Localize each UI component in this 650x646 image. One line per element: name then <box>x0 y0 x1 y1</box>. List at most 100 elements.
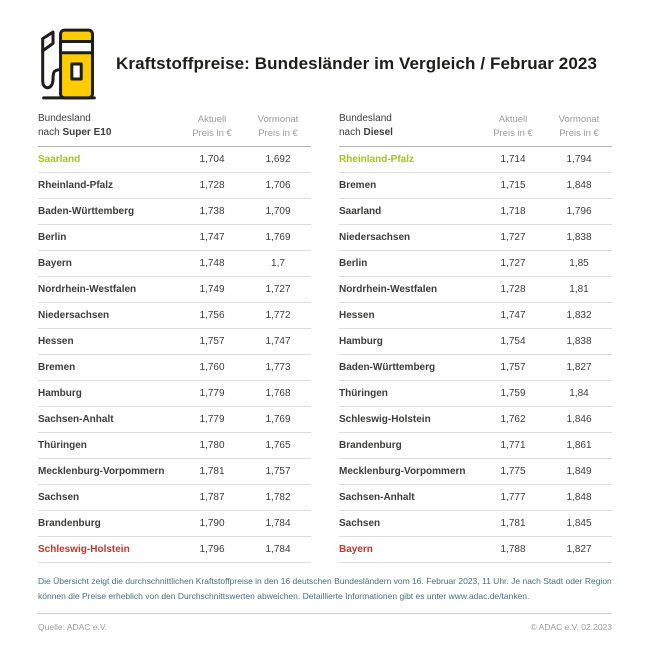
state-header-prefix: nach <box>339 127 364 138</box>
table-row: Brandenburg 1,790 1,784 <box>38 511 311 537</box>
previous-price: 1,769 <box>265 414 291 425</box>
table-row: Bremen 1,715 1,848 <box>339 173 612 199</box>
previous-price: 1,832 <box>566 310 592 321</box>
current-price: 1,727 <box>500 232 526 243</box>
current-price: 1,754 <box>500 336 526 347</box>
current-price: 1,749 <box>199 284 225 295</box>
state-name: Schleswig-Holstein <box>339 414 431 425</box>
previous-price: 1,849 <box>566 466 592 477</box>
previous-header-line1: Vormonat <box>558 114 600 126</box>
current-price: 1,779 <box>199 414 225 425</box>
table-row: Rheinland-Pfalz 1,714 1,794 <box>339 147 612 173</box>
state-name: Saarland <box>38 154 81 165</box>
pump-nozzle <box>41 30 55 53</box>
state-name: Berlin <box>38 232 67 243</box>
current-price: 1,796 <box>199 544 225 555</box>
previous-price: 1,765 <box>265 440 291 451</box>
state-name: Saarland <box>339 206 382 217</box>
table-row: Bayern 1,748 1,7 <box>38 251 311 277</box>
current-price: 1,790 <box>199 518 225 529</box>
current-price: 1,779 <box>199 388 225 399</box>
footer: Quelle: ADAC e.V. © ADAC e.V. 02.2023 <box>38 614 612 632</box>
column-header-previous: Vormonat Preis in € <box>245 113 311 140</box>
state-name: Baden-Württemberg <box>38 206 135 217</box>
state-name: Nordrhein-Westfalen <box>339 284 438 295</box>
current-price: 1,757 <box>500 362 526 373</box>
table-row: Rheinland-Pfalz 1,728 1,706 <box>38 173 311 199</box>
previous-price: 1,772 <box>265 310 291 321</box>
footnote-text: Die Übersicht zeigt die durchschnittlich… <box>38 576 612 601</box>
pump-hose <box>41 49 63 90</box>
table-row: Mecklenburg-Vorpommern 1,775 1,849 <box>339 459 612 485</box>
current-price: 1,788 <box>500 544 526 555</box>
state-name: Bremen <box>339 180 377 191</box>
column-header-previous: Vormonat Preis in € <box>546 113 612 140</box>
current-header-line2: Preis in € <box>493 127 533 139</box>
previous-price: 1,846 <box>566 414 592 425</box>
previous-price: 1,773 <box>265 362 291 373</box>
table-row: Thüringen 1,780 1,765 <box>38 433 311 459</box>
table-row: Sachsen 1,787 1,782 <box>38 485 311 511</box>
state-header-prefix: nach <box>38 127 63 138</box>
current-header-line1: Aktuell <box>197 114 227 126</box>
previous-price: 1,838 <box>566 336 592 347</box>
state-name: Bayern <box>339 544 373 555</box>
previous-price: 1,794 <box>566 154 592 165</box>
table-row: Berlin 1,747 1,769 <box>38 225 311 251</box>
state-name: Brandenburg <box>339 440 402 451</box>
current-price: 1,787 <box>199 492 225 503</box>
state-name: Rheinland-Pfalz <box>38 180 114 191</box>
state-name: Thüringen <box>38 440 87 451</box>
previous-price: 1,845 <box>566 518 592 529</box>
current-price: 1,777 <box>500 492 526 503</box>
previous-price: 1,848 <box>566 492 592 503</box>
previous-price: 1,727 <box>265 284 291 295</box>
previous-price: 1,784 <box>265 544 291 555</box>
current-price: 1,728 <box>199 180 225 191</box>
state-name: Schleswig-Holstein <box>38 544 130 555</box>
current-price: 1,762 <box>500 414 526 425</box>
previous-price: 1,796 <box>566 206 592 217</box>
table-row: Berlin 1,727 1,85 <box>339 251 612 277</box>
page-title: Kraftstoffpreise: Bundesländer im Vergle… <box>116 54 598 73</box>
previous-price: 1,85 <box>569 258 589 269</box>
state-name: Bayern <box>38 258 72 269</box>
fuel-name-diesel: Diesel <box>363 127 393 138</box>
current-price: 1,756 <box>199 310 225 321</box>
table-row: Saarland 1,718 1,796 <box>339 199 612 225</box>
state-name: Sachsen <box>38 492 80 503</box>
state-name: Mecklenburg-Vorpommern <box>339 466 466 477</box>
state-name: Bremen <box>38 362 76 373</box>
previous-header-line2: Preis in € <box>258 127 298 139</box>
footer-divider <box>38 612 612 614</box>
table-row: Hamburg 1,779 1,768 <box>38 381 311 407</box>
previous-price: 1,861 <box>566 440 592 451</box>
pump-white-band <box>59 39 94 55</box>
state-name: Mecklenburg-Vorpommern <box>38 466 165 477</box>
state-name: Berlin <box>339 258 368 269</box>
current-price: 1,781 <box>199 466 225 477</box>
fuel-name-super-e10: Super E10 <box>62 127 112 138</box>
previous-price: 1,709 <box>265 206 291 217</box>
table-row: Schleswig-Holstein 1,762 1,846 <box>339 407 612 433</box>
table-row: Brandenburg 1,771 1,861 <box>339 433 612 459</box>
table-row: Baden-Württemberg 1,757 1,827 <box>339 355 612 381</box>
fuel-pump-icon <box>41 28 96 100</box>
previous-price: 1,827 <box>566 362 592 373</box>
current-price: 1,715 <box>500 180 526 191</box>
previous-price: 1,84 <box>569 388 589 399</box>
table-row: Hessen 1,757 1,747 <box>38 329 311 355</box>
current-header-line2: Preis in € <box>192 127 232 139</box>
current-price: 1,718 <box>500 206 526 217</box>
state-name: Nordrhein-Westfalen <box>38 284 137 295</box>
current-price: 1,747 <box>500 310 526 321</box>
column-header-current: Aktuell Preis in € <box>480 113 546 140</box>
copyright-label: © ADAC e.V. 02.2023 <box>530 621 612 632</box>
table-row: Niedersachsen 1,756 1,772 <box>38 303 311 329</box>
state-name: Hessen <box>38 336 74 347</box>
source-label: Quelle: ADAC e.V. <box>38 621 108 632</box>
previous-price: 1,768 <box>265 388 291 399</box>
column-header-state: Bundesland nach Diesel <box>339 112 480 140</box>
state-name: Sachsen-Anhalt <box>339 492 415 503</box>
state-name: Thüringen <box>339 388 388 399</box>
